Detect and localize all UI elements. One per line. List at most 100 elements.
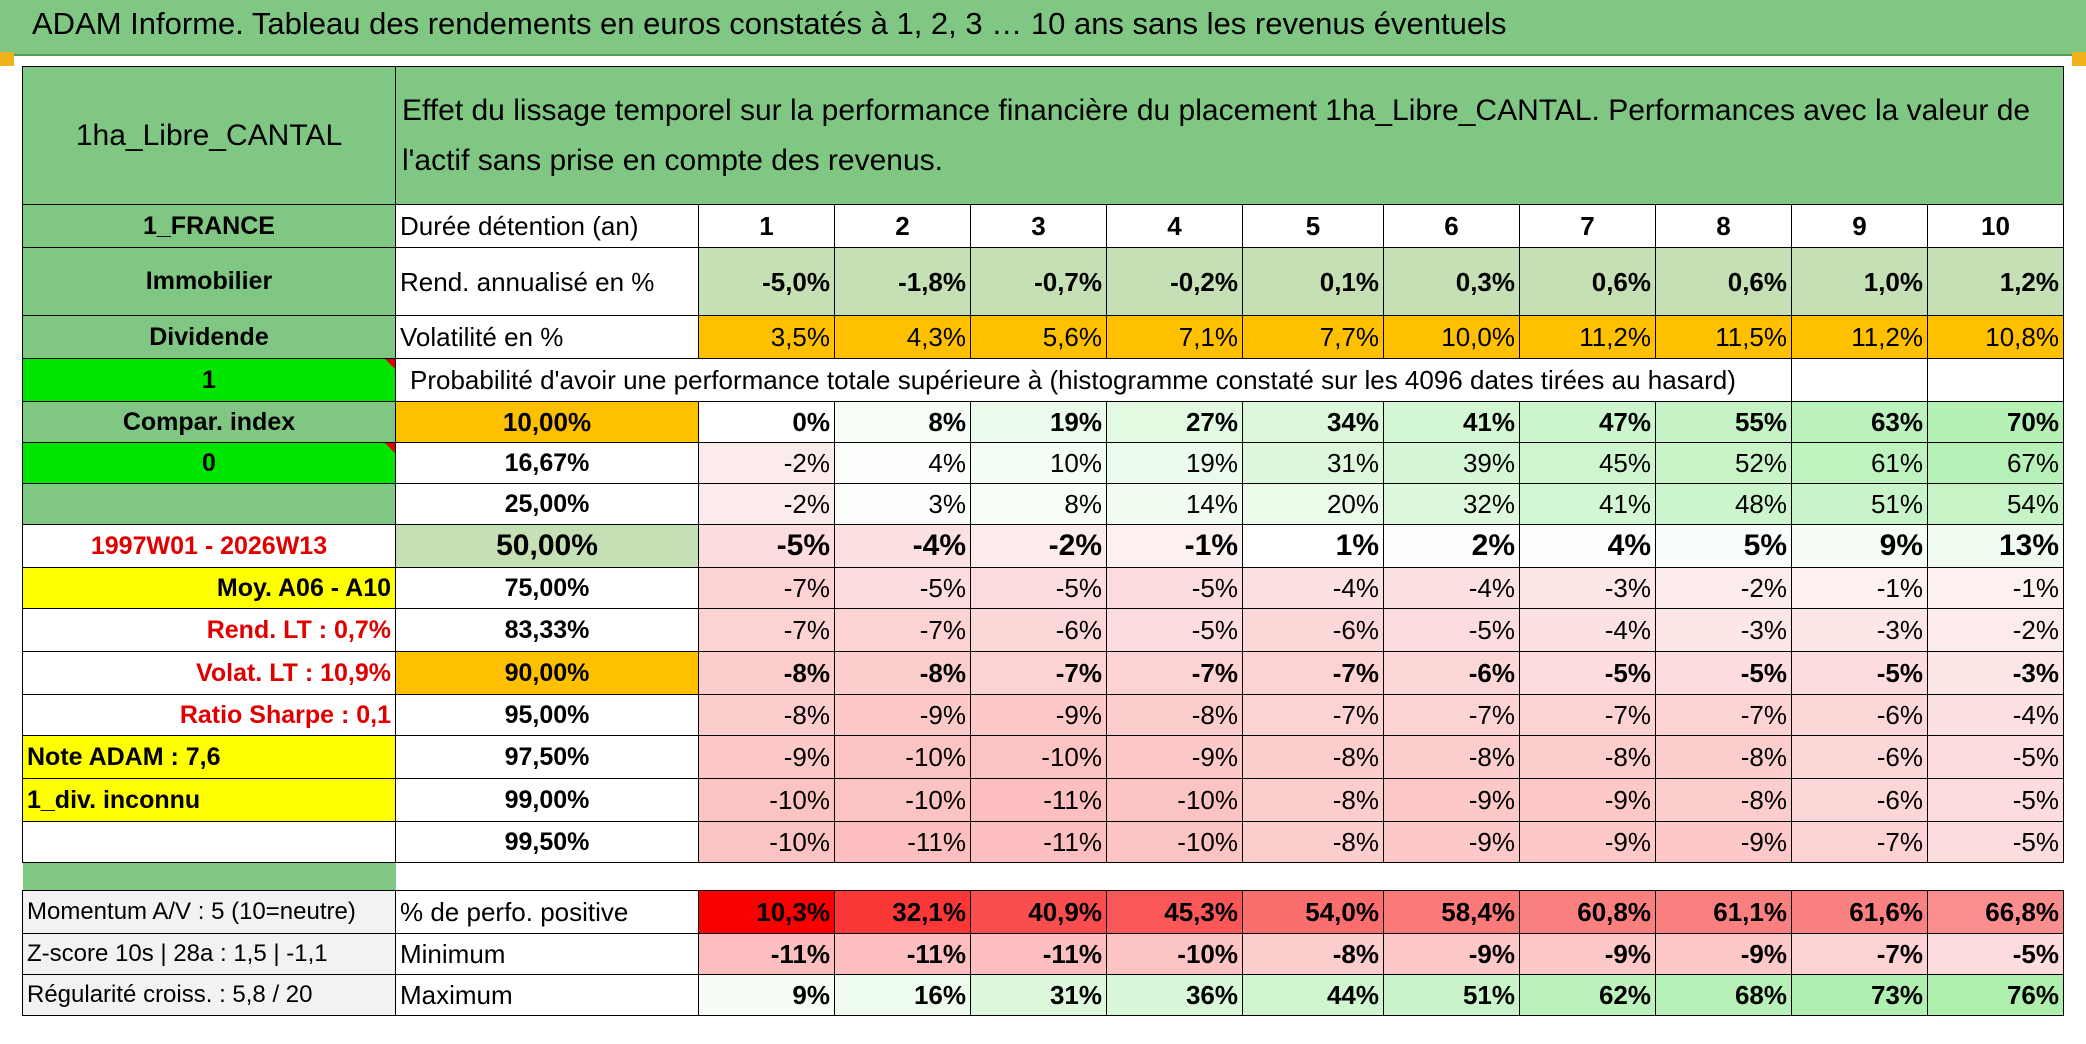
- vol-value: 11,5%: [1655, 315, 1792, 359]
- prob-row: 99,50% -10% -11% -11% -10% -8% -9% -9% -…: [22, 821, 2064, 863]
- positive-row: Momentum A/V : 5 (10=neutre) % de perfo.…: [22, 890, 2064, 934]
- maximum-value: 76%: [1927, 974, 2064, 1016]
- prob-header: Probabilité d'avoir une performance tota…: [395, 358, 1792, 402]
- prob-value: -6%: [970, 608, 1107, 652]
- prob-value: -4%: [1927, 694, 2064, 736]
- maximum-row: Régularité croiss. : 5,8 / 20 Maximum 9%…: [22, 974, 2064, 1016]
- left-corner-marker: [0, 52, 14, 66]
- compar-index-cell: Compar. index: [22, 401, 396, 443]
- prob-value: -5%: [1791, 651, 1928, 695]
- prob-value: -8%: [698, 694, 835, 736]
- moy-cell: Moy. A06 - A10: [22, 567, 396, 609]
- prob-threshold[interactable]: 10,00%: [395, 401, 699, 443]
- maximum-value: 31%: [970, 974, 1107, 1016]
- positive-value: 54,0%: [1242, 890, 1384, 934]
- vol-label: Volatilité en %: [395, 315, 699, 359]
- prob-value: -11%: [970, 821, 1107, 863]
- prob-value: -7%: [1242, 694, 1384, 736]
- maximum-label: Maximum: [395, 974, 699, 1016]
- empty-cell: [1791, 358, 1928, 402]
- positive-value: 10,3%: [698, 890, 835, 934]
- prob-value: -5%: [1383, 608, 1520, 652]
- prob-row: 1_div. inconnu 99,00% -10% -10% -11% -10…: [22, 778, 2064, 822]
- prob-threshold: 25,00%: [395, 483, 699, 525]
- prob-value: -1%: [1106, 524, 1243, 568]
- prob-value: 4%: [1519, 524, 1656, 568]
- prob-value: -9%: [698, 735, 835, 779]
- prob-value: 1%: [1242, 524, 1384, 568]
- prob-value: -10%: [834, 735, 971, 779]
- prob-value: 41%: [1519, 483, 1656, 525]
- minimum-value: -11%: [834, 933, 971, 975]
- prob-value: -11%: [834, 821, 971, 863]
- prob-value: 13%: [1927, 524, 2064, 568]
- category-cell: Immobilier: [22, 247, 396, 316]
- minimum-row: Z-score 10s | 28a : 1,5 | -1,1 Minimum -…: [22, 933, 2064, 975]
- year-4: 4: [1106, 204, 1243, 248]
- prob-value: -7%: [698, 567, 835, 609]
- prob-value: -8%: [1242, 778, 1384, 822]
- prob-value: -5%: [1106, 567, 1243, 609]
- rend-lt-cell: Rend. LT : 0,7%: [22, 608, 396, 652]
- flag-1-cell[interactable]: 1: [22, 358, 396, 402]
- rend-value: 0,1%: [1242, 247, 1384, 316]
- maximum-value: 73%: [1791, 974, 1928, 1016]
- positive-value: 60,8%: [1519, 890, 1656, 934]
- prob-value: -8%: [1383, 735, 1520, 779]
- prob-value: -2%: [698, 442, 835, 484]
- minimum-value: -10%: [1106, 933, 1243, 975]
- maximum-value: 51%: [1383, 974, 1520, 1016]
- prob-value: -7%: [970, 651, 1107, 695]
- prob-value: -10%: [698, 821, 835, 863]
- prob-value: 51%: [1791, 483, 1928, 525]
- prob-row: Rend. LT : 0,7% 83,33% -7% -7% -6% -5% -…: [22, 608, 2064, 652]
- vol-value: 3,5%: [698, 315, 835, 359]
- prob-value: -8%: [1655, 735, 1792, 779]
- dividend-cell: Dividende: [22, 315, 396, 359]
- prob-value: 31%: [1242, 442, 1384, 484]
- year-2: 2: [834, 204, 971, 248]
- minimum-value: -8%: [1242, 933, 1384, 975]
- vol-value: 10,0%: [1383, 315, 1520, 359]
- prob-value: -7%: [1655, 694, 1792, 736]
- prob-threshold[interactable]: 90,00%: [395, 651, 699, 695]
- maximum-value: 16%: [834, 974, 971, 1016]
- prob-value: -8%: [1519, 735, 1656, 779]
- positive-value: 32,1%: [834, 890, 971, 934]
- prob-value: -6%: [1383, 651, 1520, 695]
- prob-value: -11%: [970, 778, 1107, 822]
- asset-name-cell: 1ha_Libre_CANTAL: [22, 66, 396, 205]
- period-cell: 1997W01 - 2026W13: [22, 524, 396, 568]
- positive-label: % de perfo. positive: [395, 890, 699, 934]
- flag-0-cell[interactable]: 0: [22, 442, 396, 484]
- country-cell: 1_FRANCE: [22, 204, 396, 248]
- header-description: Effet du lissage temporel sur la perform…: [395, 66, 2064, 205]
- minimum-value: -9%: [1383, 933, 1520, 975]
- prob-value: -8%: [1106, 694, 1243, 736]
- vol-value: 7,1%: [1106, 315, 1243, 359]
- prob-value: -2%: [1655, 567, 1792, 609]
- prob-value: 2%: [1383, 524, 1520, 568]
- zscore-cell: Z-score 10s | 28a : 1,5 | -1,1: [22, 933, 396, 975]
- prob-value: -7%: [1242, 651, 1384, 695]
- prob-value: 34%: [1242, 401, 1384, 443]
- prob-value: -5%: [834, 567, 971, 609]
- returns-table: 1ha_Libre_CANTAL Effet du lissage tempor…: [22, 66, 2064, 1016]
- prob-value: -5%: [1927, 735, 2064, 779]
- rend-value: -5,0%: [698, 247, 835, 316]
- vol-value: 5,6%: [970, 315, 1107, 359]
- rend-value: 0,6%: [1519, 247, 1656, 316]
- year-9: 9: [1791, 204, 1928, 248]
- prob-value: -6%: [1791, 735, 1928, 779]
- note-cell: Note ADAM : 7,6: [22, 735, 396, 779]
- year-10: 10: [1927, 204, 2064, 248]
- prob-value: -5%: [970, 567, 1107, 609]
- minimum-value: -9%: [1655, 933, 1792, 975]
- prob-value: -1%: [1791, 567, 1928, 609]
- prob-value: -9%: [1383, 778, 1520, 822]
- year-7: 7: [1519, 204, 1656, 248]
- minimum-value: -9%: [1519, 933, 1656, 975]
- vol-value: 11,2%: [1519, 315, 1656, 359]
- year-8: 8: [1655, 204, 1792, 248]
- minimum-value: -7%: [1791, 933, 1928, 975]
